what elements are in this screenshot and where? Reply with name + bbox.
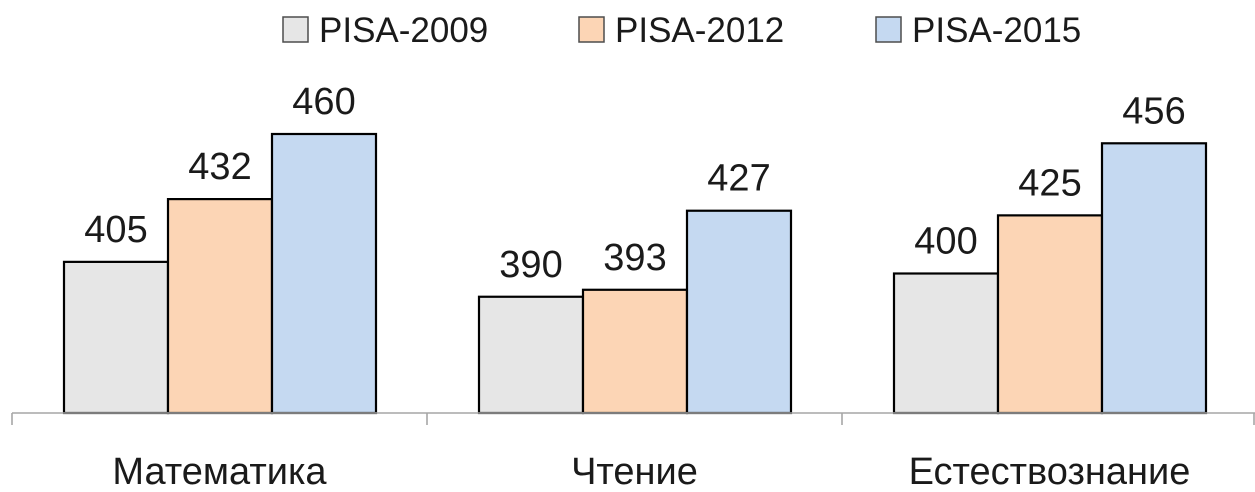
category-labels: Математика Чтение Естествознание <box>112 451 1190 492</box>
legend-swatch-pisa-2015 <box>875 16 902 43</box>
bar-pisa-2012-1 <box>581 288 689 415</box>
legend-swatch-pisa-2012 <box>578 16 605 43</box>
value-label-pisa-2015-0: 460 <box>292 81 355 123</box>
value-label-pisa-2009-2: 400 <box>914 221 977 263</box>
value-label-pisa-2015-1: 427 <box>707 158 770 200</box>
legend-label-pisa-2009: PISA-2009 <box>319 11 488 50</box>
value-label-pisa-2009-0: 405 <box>84 209 147 251</box>
bar-pisa-2012-2 <box>996 214 1104 415</box>
category-label-1: Чтение <box>571 451 698 492</box>
value-labels: 405 432 460 390 393 427 400 425 456 <box>84 81 1185 286</box>
bar-pisa-2015-1 <box>685 209 793 415</box>
x-axis <box>11 412 1255 425</box>
bars <box>62 132 1208 415</box>
value-label-pisa-2015-2: 456 <box>1122 90 1185 132</box>
category-label-2: Естествознание <box>909 451 1191 492</box>
bar-pisa-2009-0 <box>62 260 170 415</box>
value-label-pisa-2012-2: 425 <box>1018 162 1081 204</box>
legend: PISA-2009 PISA-2012 PISA-2015 <box>282 11 1081 50</box>
value-label-pisa-2012-0: 432 <box>188 146 251 188</box>
bar-pisa-2015-2 <box>1100 142 1208 415</box>
bar-pisa-2015-0 <box>270 132 378 415</box>
bar-pisa-2012-0 <box>166 198 274 415</box>
legend-label-pisa-2015: PISA-2015 <box>912 11 1081 50</box>
value-label-pisa-2009-1: 390 <box>499 244 562 286</box>
legend-label-pisa-2012: PISA-2012 <box>615 11 784 50</box>
category-label-0: Математика <box>112 451 327 492</box>
bar-pisa-2009-2 <box>892 272 1000 415</box>
value-label-pisa-2012-1: 393 <box>603 237 666 279</box>
legend-swatch-pisa-2009 <box>282 16 309 43</box>
bar-pisa-2009-1 <box>477 295 585 415</box>
